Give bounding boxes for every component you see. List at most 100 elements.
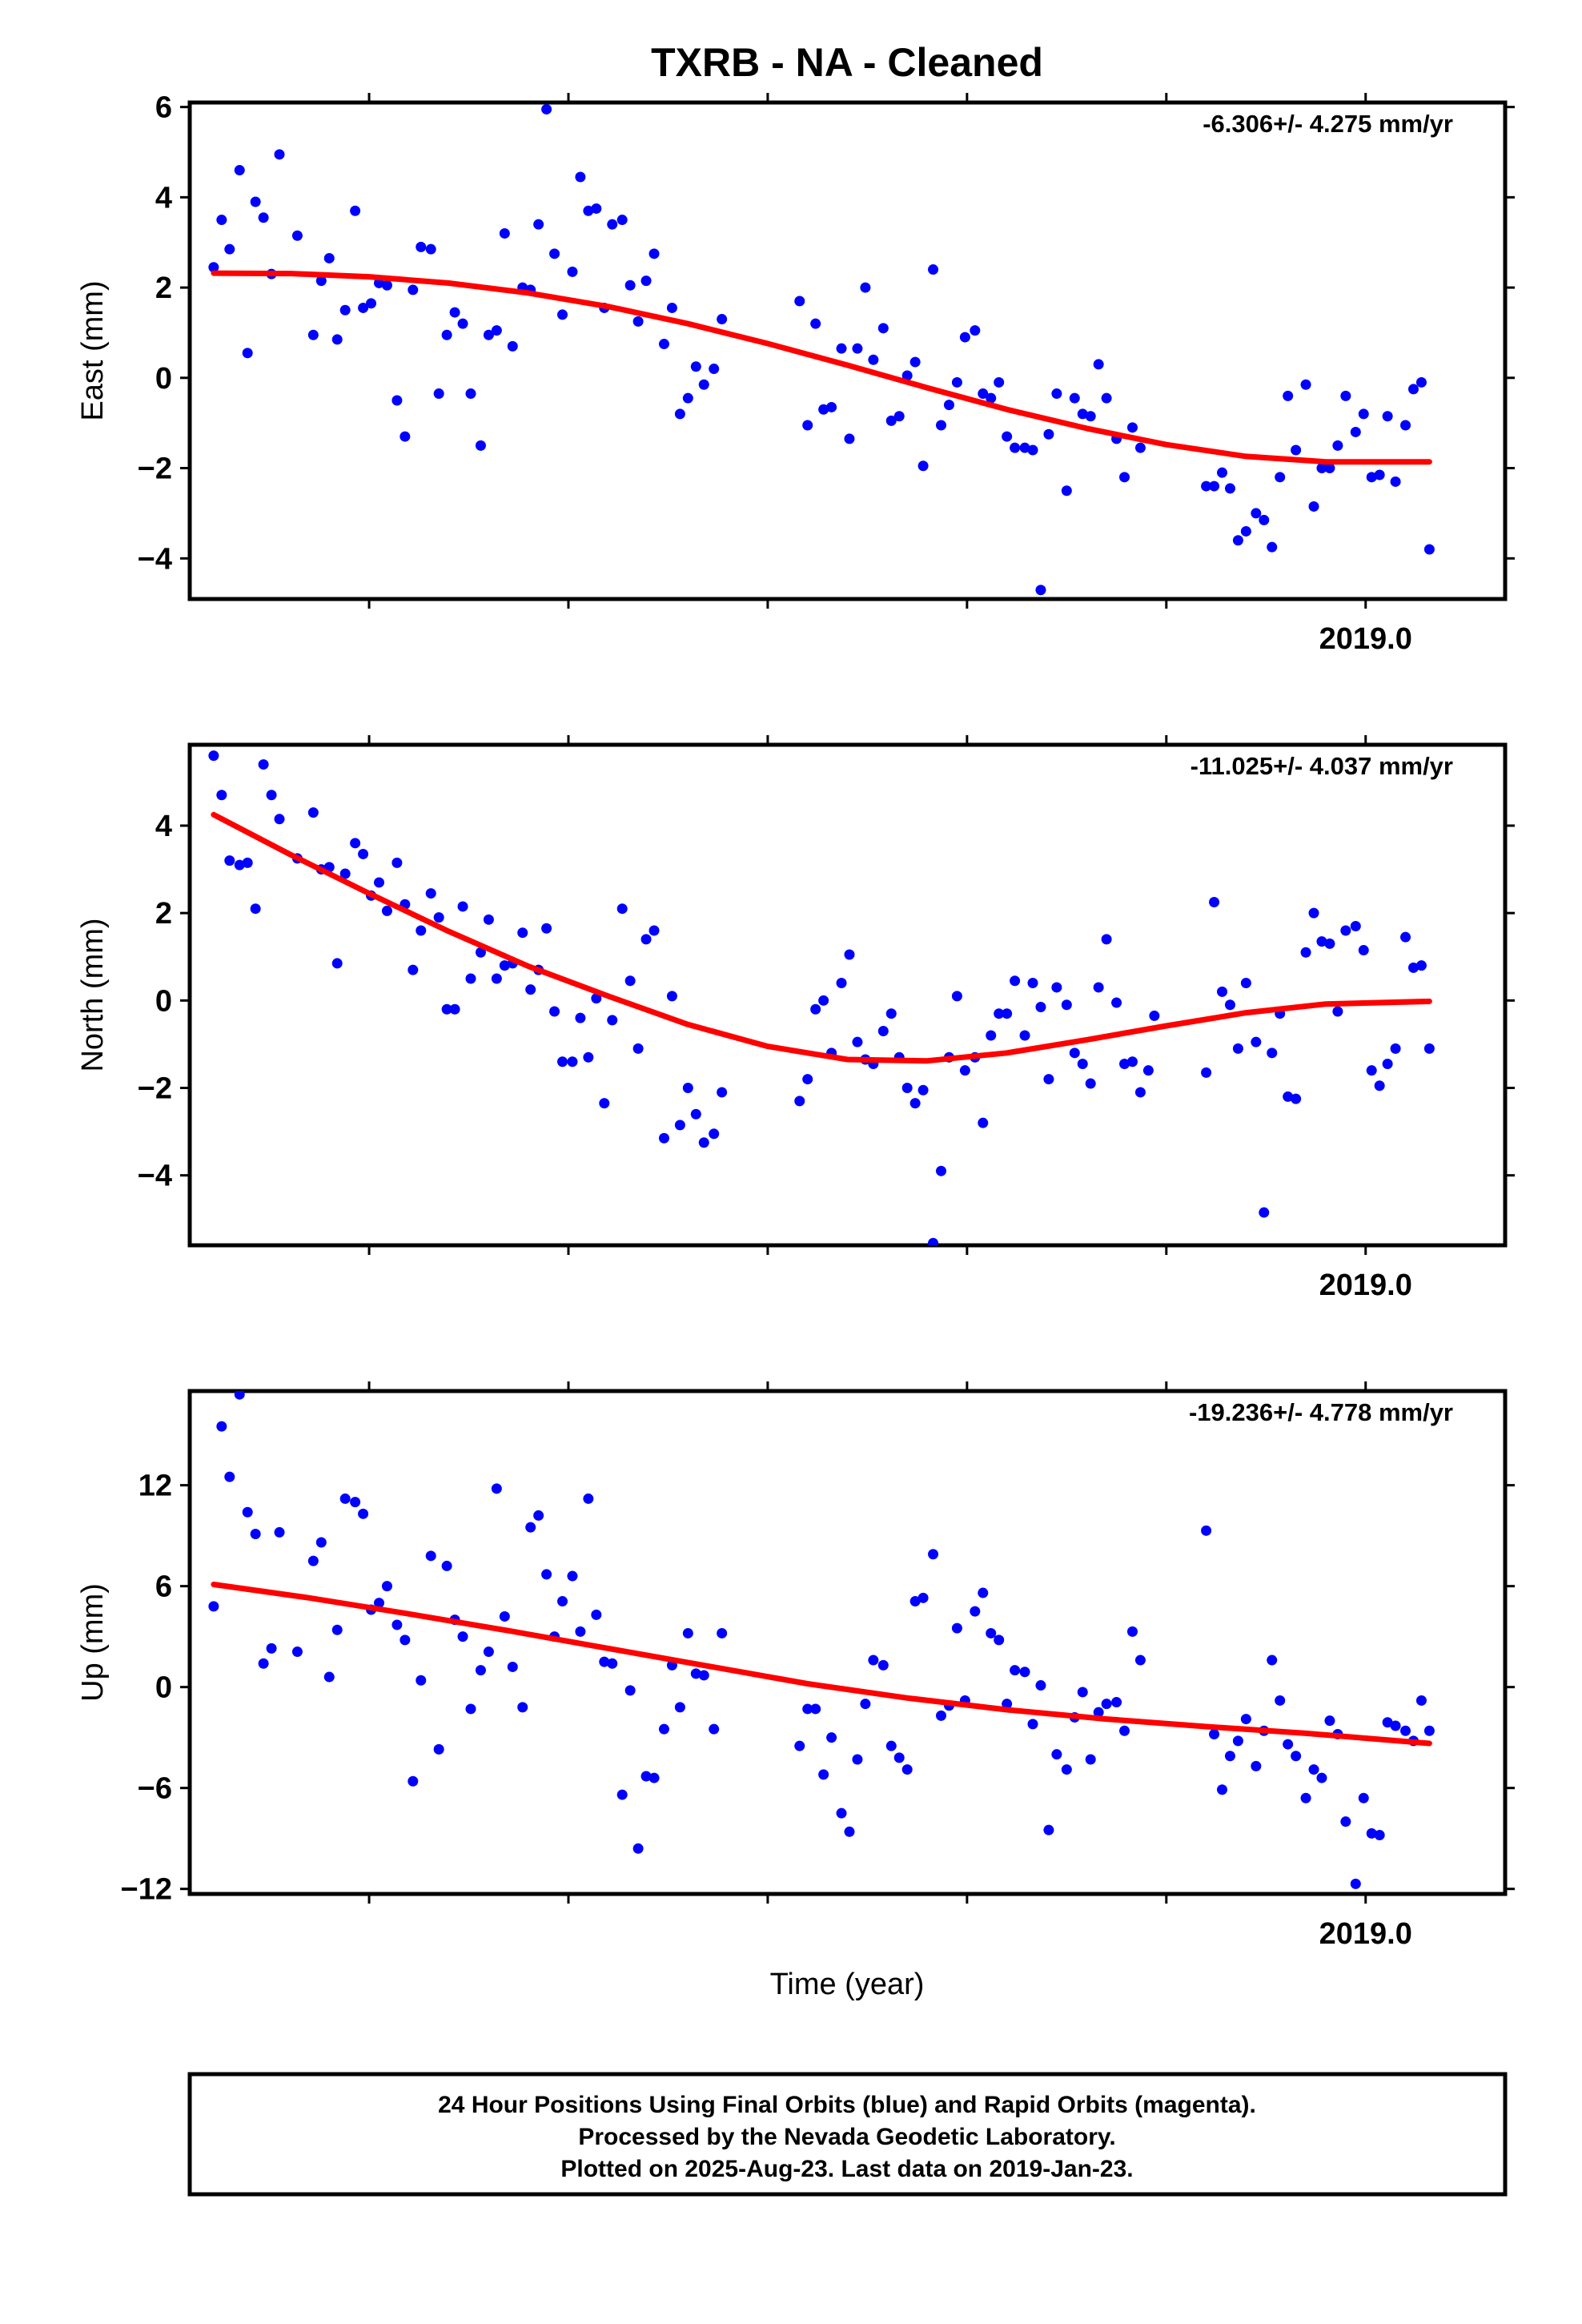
- data-point: [391, 857, 403, 868]
- data-point: [457, 901, 468, 912]
- data-point: [1201, 1525, 1212, 1536]
- data-point: [1093, 359, 1104, 370]
- data-point: [1019, 442, 1030, 453]
- data-point: [1119, 1058, 1130, 1069]
- data-point: [1085, 411, 1096, 422]
- data-point: [307, 807, 319, 818]
- data-point: [698, 1670, 709, 1681]
- data-point: [307, 1555, 319, 1566]
- data-point: [1002, 1699, 1013, 1710]
- data-point: [1134, 1655, 1146, 1666]
- data-point: [1390, 476, 1401, 487]
- data-point: [1324, 1715, 1335, 1727]
- data-point: [717, 314, 728, 325]
- data-point: [541, 923, 552, 934]
- data-point: [844, 1826, 855, 1837]
- data-point: [690, 361, 701, 372]
- data-point: [1224, 483, 1235, 494]
- data-point: [1350, 921, 1361, 932]
- data-point: [1043, 1074, 1054, 1085]
- data-point: [818, 404, 829, 415]
- data-point: [323, 1671, 335, 1683]
- data-point: [1423, 1043, 1435, 1054]
- data-point: [607, 1658, 618, 1669]
- data-point: [1316, 1772, 1327, 1783]
- data-point: [575, 1626, 586, 1637]
- data-point: [1340, 925, 1351, 936]
- y-tick-label: 2: [155, 897, 172, 931]
- data-point: [242, 348, 253, 359]
- data-point: [607, 1015, 618, 1026]
- data-point: [928, 1549, 939, 1560]
- data-point: [291, 1647, 303, 1658]
- data-point: [1101, 1699, 1112, 1710]
- data-point: [1382, 1717, 1393, 1728]
- data-point: [1010, 1665, 1021, 1676]
- data-point: [1240, 977, 1251, 988]
- data-point: [909, 1098, 921, 1109]
- data-point: [1002, 431, 1013, 442]
- data-point: [1332, 440, 1343, 451]
- y-tick-label: 6: [155, 91, 172, 125]
- data-point: [624, 1685, 636, 1696]
- data-point: [794, 1096, 805, 1107]
- data-point: [475, 947, 486, 958]
- y-axis-label: Up (mm): [76, 1583, 110, 1702]
- data-point: [1224, 999, 1235, 1011]
- data-point: [1232, 1043, 1243, 1054]
- data-point: [1027, 1719, 1038, 1730]
- data-point: [250, 903, 261, 915]
- data-point: [616, 903, 628, 915]
- data-point: [567, 266, 578, 277]
- data-point: [1010, 442, 1021, 453]
- data-point: [616, 215, 628, 226]
- data-point: [499, 227, 510, 239]
- data-point: [1051, 1749, 1062, 1760]
- data-point: [1291, 1751, 1302, 1762]
- data-point: [818, 995, 829, 1006]
- data-point: [483, 1647, 494, 1658]
- data-point: [291, 230, 303, 241]
- y-tick-label: 0: [155, 362, 172, 396]
- data-point: [1142, 1065, 1154, 1076]
- data-layer: [208, 103, 1435, 596]
- data-point: [373, 1598, 384, 1609]
- data-point: [224, 243, 235, 255]
- data-point: [234, 165, 245, 176]
- data-point: [1358, 945, 1369, 956]
- data-point: [616, 1789, 628, 1800]
- data-point: [1400, 420, 1411, 431]
- y-axis-label: East (mm): [76, 280, 110, 420]
- y-tick-label: 0: [155, 984, 172, 1018]
- data-point: [1010, 975, 1021, 987]
- data-point: [465, 388, 476, 400]
- data-point: [1259, 1207, 1270, 1218]
- data-point: [1085, 1754, 1096, 1765]
- data-point: [323, 252, 335, 263]
- data-point: [533, 1510, 544, 1521]
- data-point: [917, 1084, 929, 1096]
- data-point: [1093, 1707, 1104, 1718]
- data-point: [1035, 585, 1046, 596]
- data-point: [986, 1030, 997, 1041]
- data-point: [978, 388, 989, 400]
- data-point: [441, 329, 452, 340]
- data-point: [698, 1137, 709, 1148]
- data-point: [499, 960, 510, 971]
- rate-label: -6.306+/- 4.275 mm/yr: [1203, 110, 1453, 138]
- data-point: [1201, 480, 1212, 492]
- data-point: [567, 1056, 578, 1068]
- data-point: [1002, 1008, 1013, 1019]
- data-point: [682, 1082, 693, 1093]
- data-point: [583, 205, 594, 216]
- data-point: [507, 1661, 518, 1672]
- y-axis-label: North (mm): [76, 918, 110, 1072]
- data-point: [1217, 1784, 1228, 1795]
- data-point: [1390, 1720, 1401, 1731]
- data-point: [682, 392, 693, 404]
- data-point: [425, 243, 436, 255]
- y-tick-label: −2: [138, 452, 172, 486]
- data-point: [717, 1627, 728, 1638]
- data-point: [242, 857, 253, 868]
- data-point: [339, 1493, 351, 1504]
